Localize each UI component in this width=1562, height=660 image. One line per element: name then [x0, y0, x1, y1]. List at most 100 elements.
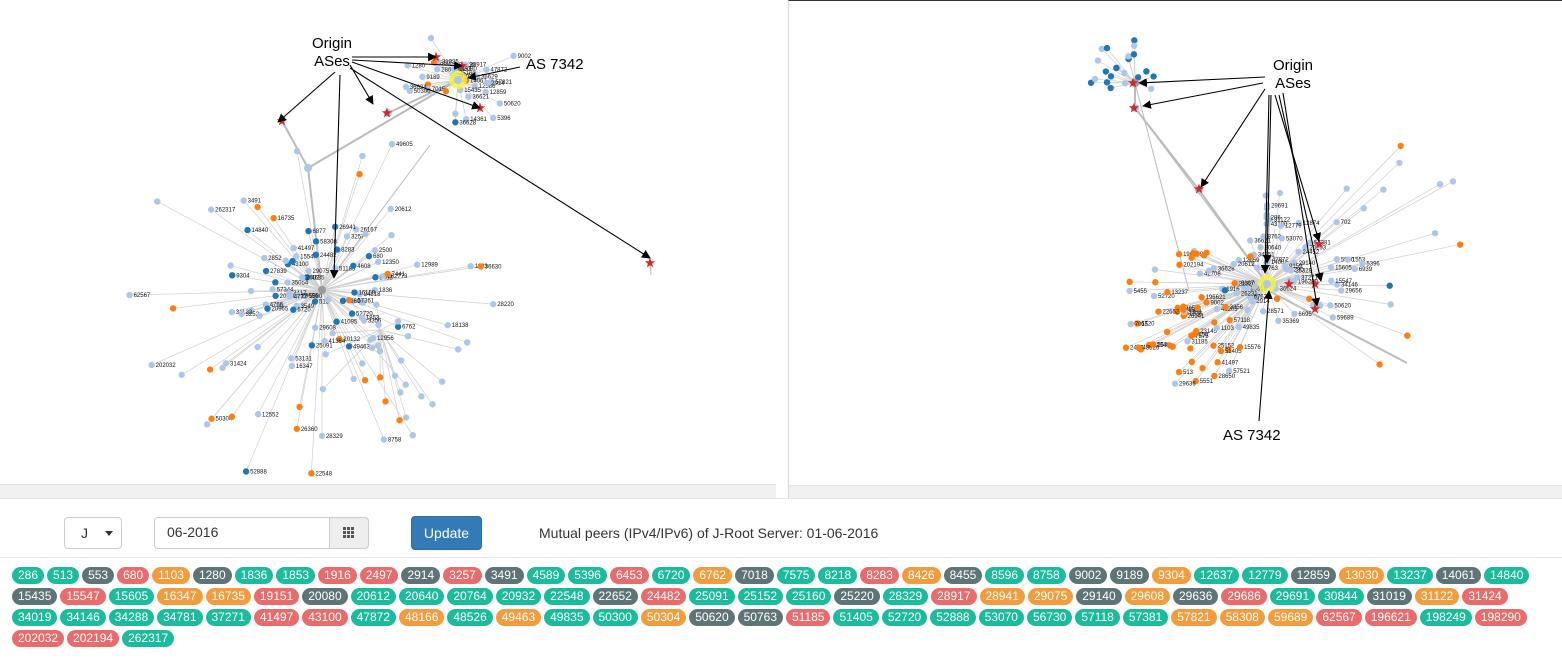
as-node[interactable]: 34146 [1333, 281, 1359, 289]
origin-as-star-icon[interactable] [381, 107, 393, 118]
as-node[interactable]: 35054 [284, 279, 309, 287]
peer-badge[interactable]: 14061 [1435, 567, 1482, 584]
hub-node[interactable] [449, 71, 467, 89]
as-node[interactable]: 12956 [369, 334, 395, 342]
as-node[interactable] [374, 342, 382, 349]
peer-badge[interactable]: 6453 [609, 567, 649, 584]
as-node[interactable]: 36630 [477, 263, 503, 271]
peer-badge[interactable]: 20932 [495, 588, 542, 605]
as-node[interactable] [1125, 53, 1132, 60]
peer-badge[interactable]: 3257 [443, 567, 482, 584]
peer-badge[interactable]: 8455 [943, 567, 983, 584]
as-node[interactable] [1306, 295, 1313, 302]
origin-as-star-icon[interactable] [1193, 183, 1205, 194]
as-node[interactable] [427, 34, 435, 42]
as-node[interactable]: 62567 [126, 291, 151, 299]
left-graph-canvas[interactable]: 9189669520080567301285970155396286143613… [0, 0, 776, 484]
as-node[interactable]: 286 [434, 66, 452, 73]
as-node[interactable]: 9002 [510, 52, 532, 60]
as-node[interactable] [429, 401, 436, 408]
peer-badge[interactable]: 31424 [1462, 588, 1508, 605]
as-node[interactable]: 3491 [240, 197, 262, 205]
right-network-graph[interactable]: 4310059689506201962904820336628366161280… [788, 0, 1562, 499]
as-node[interactable]: 49463 [345, 343, 371, 350]
peer-badge[interactable]: 47872 [350, 609, 396, 626]
as-node[interactable]: 9159 [1281, 262, 1303, 270]
as-node[interactable] [329, 329, 336, 337]
as-node[interactable] [1404, 332, 1411, 339]
as-node[interactable]: 41095 [333, 318, 358, 326]
as-node[interactable] [1150, 73, 1157, 80]
as-node[interactable]: 35369 [1275, 317, 1300, 325]
as-node[interactable]: 5396 [490, 114, 511, 122]
peer-badge[interactable]: 49463 [495, 609, 542, 626]
as-node[interactable] [169, 305, 177, 312]
as-node[interactable]: 2602 [298, 274, 320, 282]
as-node[interactable]: 13237 [1164, 288, 1189, 296]
as-node[interactable] [1130, 51, 1138, 58]
peer-badge[interactable]: 13237 [1387, 567, 1433, 584]
as-node[interactable]: 2500 [371, 247, 393, 254]
peer-badge[interactable]: 198249 [1419, 609, 1472, 626]
as-node[interactable] [454, 346, 462, 353]
peer-badge[interactable]: 4589 [526, 567, 566, 584]
as-node[interactable] [402, 381, 409, 388]
peer-badge[interactable]: 15435 [12, 588, 58, 605]
as-node[interactable] [1147, 85, 1155, 93]
as-node[interactable] [324, 296, 332, 303]
as-node[interactable]: 6762 [394, 323, 416, 331]
as-node[interactable]: 8758 [380, 436, 402, 444]
left-network-graph[interactable]: 9189669520080567301285970155396286143613… [0, 0, 777, 498]
as-node[interactable] [227, 262, 234, 269]
as-node[interactable] [1276, 189, 1284, 197]
as-node[interactable] [1225, 346, 1232, 353]
as-node[interactable]: 52888 [242, 468, 268, 475]
peer-badge[interactable]: 28917 [931, 588, 977, 605]
peer-badge[interactable]: 3491 [484, 567, 524, 584]
as-node[interactable]: 29140 [1291, 259, 1316, 267]
left-horizontal-scrollbar[interactable] [0, 484, 776, 498]
as-node[interactable]: 553 [1149, 341, 1168, 348]
peer-badge[interactable]: 28329 [882, 588, 929, 605]
as-node[interactable]: 53070 [1278, 235, 1304, 242]
as-node[interactable] [296, 403, 303, 411]
peer-badge[interactable]: 1103 [152, 567, 190, 584]
as-node[interactable]: 26231 [1233, 290, 1259, 297]
peer-badge[interactable]: 59689 [1267, 609, 1314, 626]
peer-badge[interactable]: 51185 [786, 609, 831, 626]
peer-badge[interactable]: 56730 [1026, 609, 1073, 626]
as-node[interactable] [247, 287, 255, 295]
as-node[interactable]: 12552 [254, 411, 280, 418]
calendar-button[interactable] [329, 517, 369, 549]
as-node[interactable]: 18138 [444, 322, 470, 329]
as-node[interactable]: 36624 [402, 83, 428, 91]
as-node[interactable] [1107, 73, 1115, 80]
as-node[interactable]: 12779 [1277, 222, 1303, 230]
peer-badge[interactable]: 34019 [12, 609, 58, 626]
peer-badge[interactable]: 8426 [901, 567, 941, 584]
peer-badge[interactable]: 12637 [1193, 567, 1240, 584]
origin-as-star-icon[interactable] [1283, 278, 1295, 289]
peer-badge[interactable]: 20612 [350, 588, 396, 605]
as-node[interactable]: 4635 [303, 274, 325, 281]
as-node[interactable]: 702 [1333, 218, 1351, 226]
as-node[interactable] [424, 81, 432, 88]
as-node[interactable] [1126, 278, 1133, 286]
peer-badge[interactable]: 52720 [881, 609, 928, 626]
as-node[interactable] [1211, 319, 1218, 326]
as-node[interactable]: 16735 [270, 214, 295, 222]
as-node[interactable]: 680 [365, 252, 384, 260]
as-node[interactable]: 59689 [1329, 314, 1355, 321]
as-node[interactable] [1380, 186, 1387, 193]
as-node[interactable]: 5396 [1359, 260, 1380, 267]
as-node[interactable]: 29636 [1171, 380, 1197, 388]
as-node[interactable]: 28220 [490, 300, 515, 308]
peer-badge[interactable]: 1916 [318, 567, 357, 584]
as-node[interactable] [254, 203, 261, 211]
date-input[interactable]: 06-2016 [154, 517, 330, 549]
peer-badge[interactable]: 48526 [447, 609, 493, 626]
as-node[interactable] [1221, 287, 1229, 294]
as-node[interactable]: 49835 [1235, 323, 1261, 331]
as-node[interactable] [278, 301, 285, 309]
as-node[interactable] [1169, 343, 1176, 350]
